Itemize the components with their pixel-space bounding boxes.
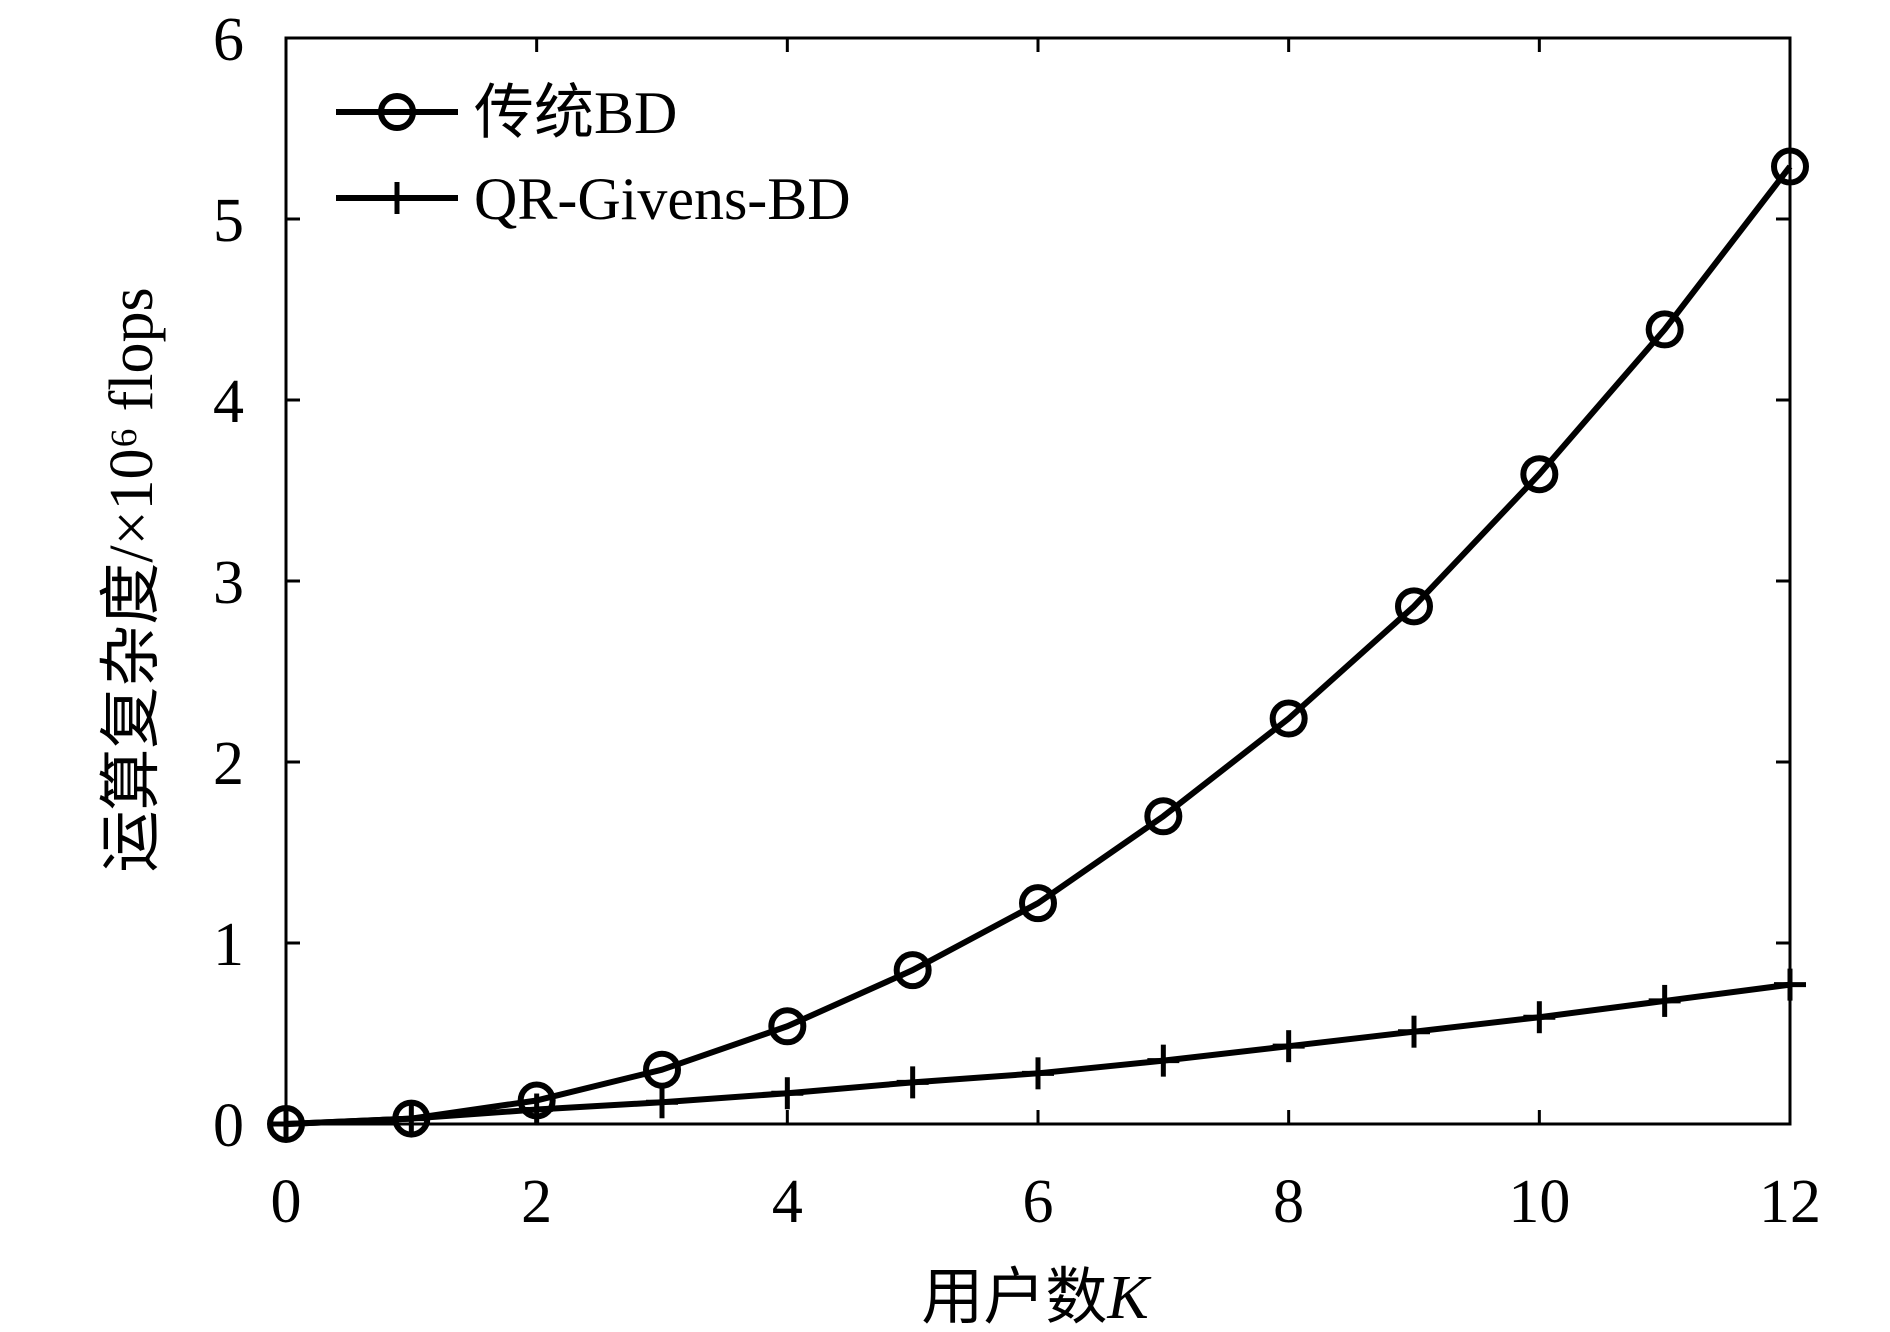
legend-plus-marker	[381, 182, 413, 214]
circle-marker	[1771, 147, 1809, 186]
plus-marker	[1022, 1057, 1054, 1090]
plus-marker	[1774, 968, 1806, 1001]
x-tick-label: 6	[1023, 1168, 1054, 1236]
y-axis-label: 运算复杂度/×10⁶ flops	[98, 287, 166, 872]
y-tick-label: 1	[213, 911, 244, 979]
legend-item: QR-Givens-BD	[336, 166, 851, 232]
plus-marker	[646, 1086, 678, 1119]
y-tick-labels: 0 1 2 3 4 5 6	[213, 6, 244, 1160]
circle-marker	[1645, 310, 1684, 349]
circle-marker	[1520, 455, 1559, 494]
x-tick-label: 12	[1759, 1168, 1821, 1236]
circle-marker	[643, 1050, 681, 1089]
axis-ticks	[284, 36, 1792, 1126]
legend-label: QR-Givens-BD	[474, 166, 851, 232]
circle-marker	[768, 1007, 807, 1046]
circle-marker	[1144, 797, 1183, 836]
y-tick-label: 2	[213, 730, 244, 798]
plus-marker	[270, 1108, 302, 1140]
x-tick-label: 8	[1273, 1168, 1304, 1236]
plus-marker	[1648, 984, 1681, 1017]
y-tick-label: 5	[213, 187, 244, 255]
plus-marker	[1398, 1015, 1430, 1048]
x-axis-label: 用户数K	[921, 1264, 1152, 1332]
legend: 传统BD QR-Givens-BD	[336, 80, 851, 232]
x-tick-label: 10	[1508, 1168, 1570, 1236]
plus-marker	[1272, 1030, 1305, 1063]
legend-item: 传统BD	[336, 80, 677, 146]
circle-marker	[1395, 587, 1433, 626]
x-tick-label: 0	[271, 1168, 302, 1236]
y-tick-label: 4	[213, 368, 244, 436]
series-1	[267, 147, 1809, 1143]
y-tick-label: 3	[213, 549, 244, 617]
plus-marker	[520, 1093, 553, 1126]
y-tick-label: 6	[213, 6, 244, 74]
plus-marker	[1523, 1001, 1556, 1034]
series	[267, 147, 1809, 1143]
series-2	[270, 968, 1806, 1140]
series-line	[285, 164, 1793, 1127]
legend-label: 传统BD	[474, 80, 677, 146]
legend-circle-marker	[378, 93, 416, 131]
plus-marker	[395, 1102, 428, 1135]
x-tick-labels: 0 2 4 6 8 10 12	[271, 1168, 1822, 1236]
plus-marker	[771, 1077, 804, 1110]
x-tick-label: 2	[521, 1168, 552, 1236]
plus-marker	[896, 1066, 929, 1099]
y-tick-label: 0	[213, 1092, 244, 1160]
plus-marker	[1147, 1044, 1180, 1077]
circle-marker	[1269, 699, 1308, 738]
x-tick-label: 4	[772, 1168, 803, 1236]
circle-marker	[893, 951, 932, 990]
circle-marker	[1019, 884, 1057, 923]
